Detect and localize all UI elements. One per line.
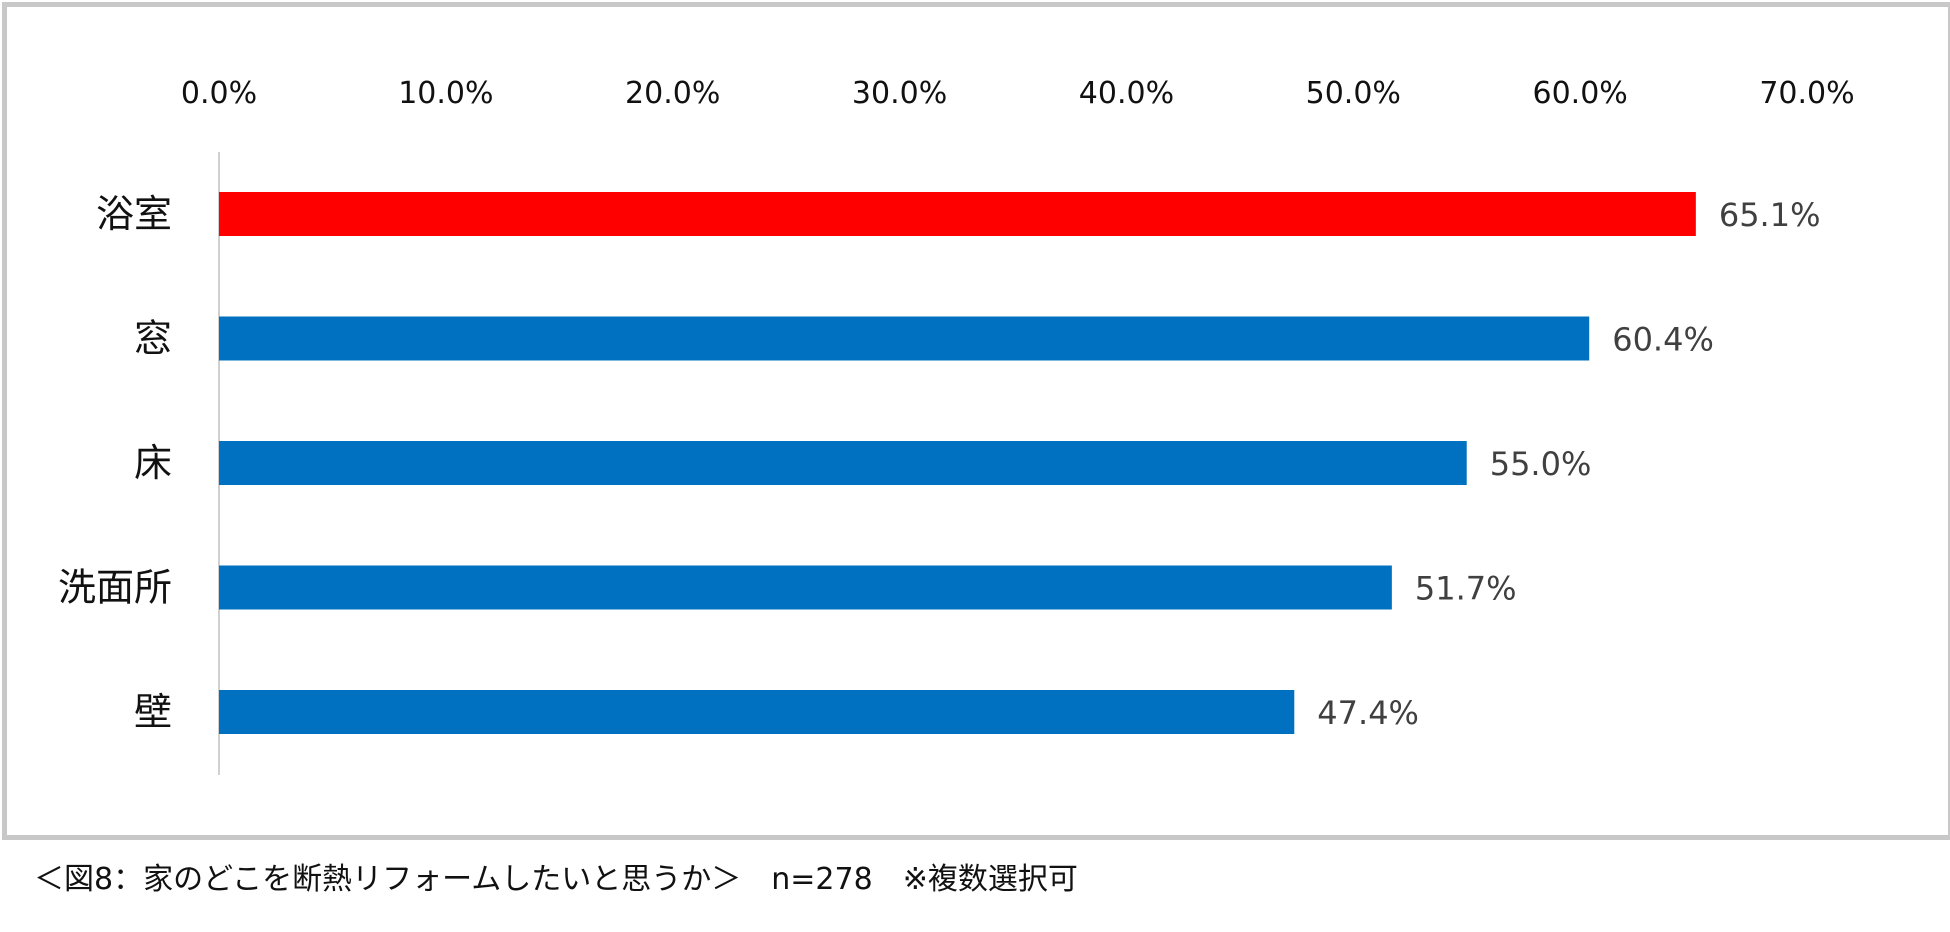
bar (219, 690, 1295, 734)
bar-chart: 0.0% 10.0% 20.0% 30.0% 40.0% 50.0% 60.0% 70.0% … (58, 76, 1855, 775)
x-tick-label: 50.0% (1306, 76, 1401, 111)
x-tick-label: 20.0% (625, 76, 720, 111)
x-tick-label: 40.0% (1079, 76, 1174, 111)
bar-value-label: 55.0% (1490, 445, 1592, 483)
category-label: 窓 (134, 317, 172, 361)
category-label: 洗面所 (58, 566, 172, 610)
bar-value-label: 47.4% (1317, 694, 1419, 732)
figure-caption: ＜図8：家のどこを断熱リフォームしたいと思うか＞ n=278 ※複数選択可 (34, 862, 1078, 897)
category-label: 浴室 (96, 192, 172, 236)
bar (219, 441, 1467, 485)
category-label: 床 (134, 441, 172, 485)
x-tick-label: 70.0% (1759, 76, 1854, 111)
category-label: 壁 (134, 690, 172, 734)
x-tick-label: 30.0% (852, 76, 947, 111)
x-tick-label: 60.0% (1532, 76, 1627, 111)
bar (219, 316, 1590, 361)
bar-value-label: 51.7% (1415, 570, 1517, 608)
bar-value-label: 60.4% (1612, 321, 1714, 359)
x-tick-label: 0.0% (181, 76, 257, 111)
x-tick-label: 10.0% (398, 76, 493, 111)
bar (219, 192, 1696, 236)
bar-value-label: 65.1% (1719, 196, 1821, 234)
bar (219, 565, 1392, 610)
